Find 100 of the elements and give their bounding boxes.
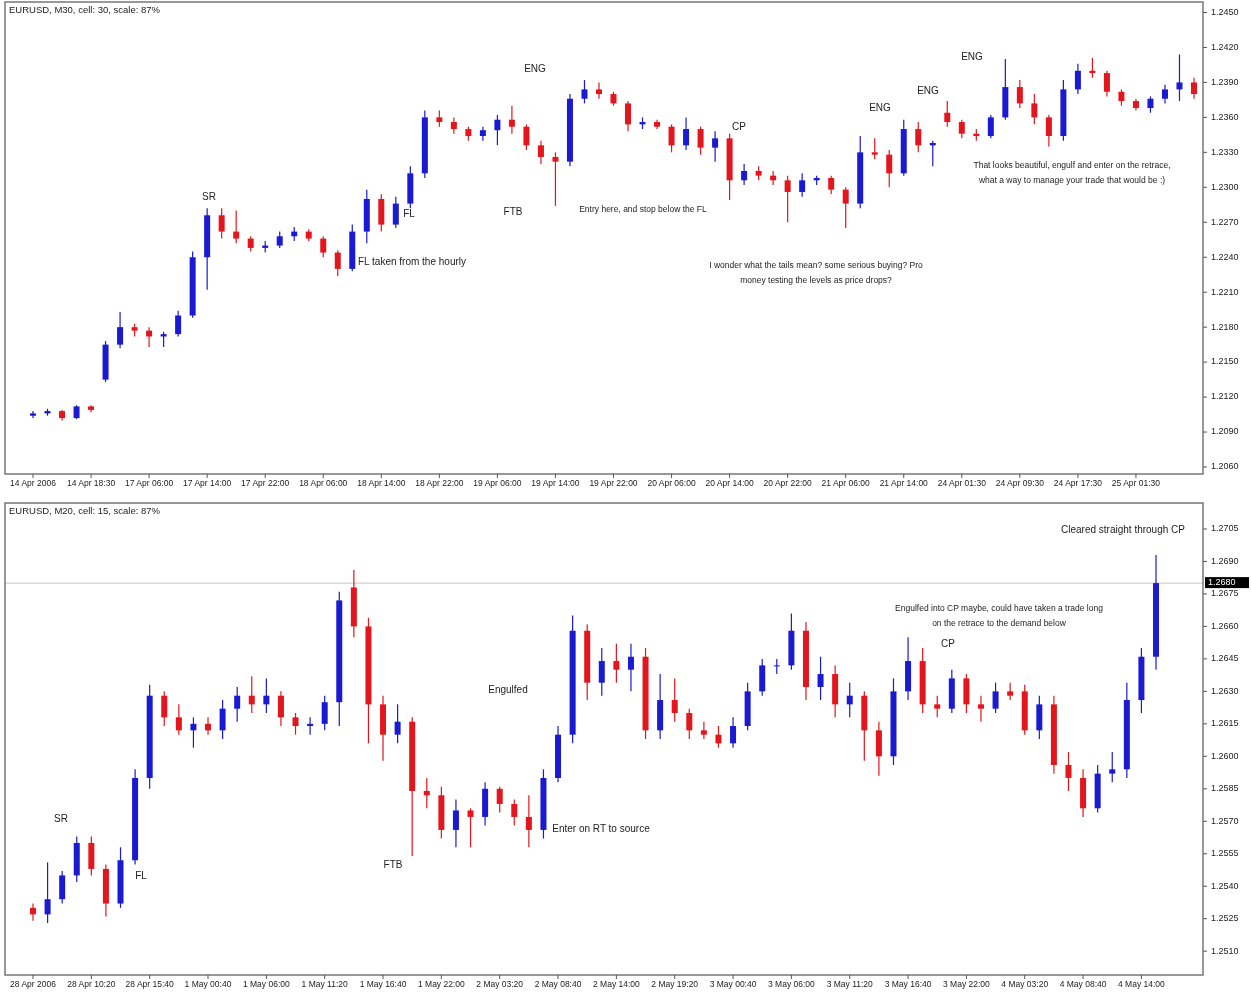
candlestick xyxy=(712,130,719,163)
candlestick xyxy=(1176,53,1183,102)
x-tick-label: 24 Apr 01:30 xyxy=(937,478,987,488)
candlestick xyxy=(117,311,124,349)
y-tick-label: 1.2090 xyxy=(1211,426,1239,437)
candlestick xyxy=(683,116,690,151)
candlestick xyxy=(1161,84,1168,104)
candlestick xyxy=(30,902,36,922)
annotation: Engulfed into CP maybe, could have taken a trade long on the retrace to the demand below xyxy=(895,603,1104,629)
y-tick-label: 1.2510 xyxy=(1211,945,1239,956)
candlestick xyxy=(598,647,605,697)
x-tick-label: 28 Apr 10:20 xyxy=(67,979,116,989)
x-tick-label: 19 Apr 06:00 xyxy=(473,478,522,488)
annotation: Engulfed xyxy=(488,683,528,695)
candlestick xyxy=(467,807,474,848)
ref-line-label: 1.2680 xyxy=(1208,577,1236,588)
candlestick xyxy=(846,682,853,718)
annotation: ENG xyxy=(869,101,892,113)
candlestick xyxy=(871,137,878,160)
x-tick-label: 28 Apr 15:40 xyxy=(125,979,175,989)
candlestick xyxy=(450,116,457,135)
candlestick xyxy=(668,123,675,153)
candlestick xyxy=(263,677,270,714)
y-tick-label: 1.2180 xyxy=(1211,321,1239,332)
candlestick xyxy=(686,708,693,740)
x-tick-label: 3 May 06:00 xyxy=(768,979,816,989)
candlestick xyxy=(277,690,284,727)
x-tick-label: 19 Apr 14:00 xyxy=(531,478,580,488)
candlestick xyxy=(392,196,399,229)
candlestick xyxy=(1045,114,1052,148)
candlestick xyxy=(30,410,36,419)
x-tick-label: 20 Apr 06:00 xyxy=(647,478,696,488)
candlestick xyxy=(219,699,226,740)
annotation: FL taken from the hourly xyxy=(357,255,467,267)
candlestick xyxy=(934,695,941,718)
annotation: I wonder what the tails mean? some serious buying? Pro money testing the levels as price drops? xyxy=(709,260,924,286)
candlestick xyxy=(700,721,707,740)
x-tick-label: 4 May 03:20 xyxy=(1001,979,1049,989)
x-tick-label: 1 May 22:00 xyxy=(417,979,466,989)
annotation: FTB xyxy=(383,858,403,870)
candlestick xyxy=(175,703,182,736)
x-tick-label: 2 May 03:20 xyxy=(476,979,524,989)
annotation: FL xyxy=(135,869,148,881)
y-tick-label: 1.2705 xyxy=(1211,523,1239,534)
candlestick xyxy=(321,695,328,731)
y-tick-label: 1.2450 xyxy=(1211,6,1239,17)
x-tick-label: 24 Apr 09:30 xyxy=(995,478,1045,488)
candlestick xyxy=(1016,79,1023,109)
candlestick xyxy=(799,172,806,198)
x-tick-label: 17 Apr 14:00 xyxy=(183,478,232,488)
candlestick xyxy=(1031,93,1038,125)
x-tick-label: 21 Apr 14:00 xyxy=(879,478,929,488)
candlestick xyxy=(730,716,737,749)
candlestick xyxy=(613,643,620,684)
candlestick xyxy=(537,140,544,165)
candlestick xyxy=(944,100,951,128)
y-tick-label: 1.2360 xyxy=(1211,111,1239,122)
y-tick-label: 1.2585 xyxy=(1211,783,1239,794)
candlestick xyxy=(508,105,515,135)
y-tick-label: 1.2540 xyxy=(1211,880,1239,891)
candlestick xyxy=(715,725,722,749)
candlestick xyxy=(1065,751,1072,792)
candlestick xyxy=(334,249,341,277)
candlestick xyxy=(581,79,588,104)
candlestick xyxy=(817,656,824,701)
candlestick xyxy=(494,114,501,146)
y-tick-label: 1.2570 xyxy=(1211,815,1239,826)
x-tick-label: 3 May 00:40 xyxy=(709,979,757,989)
x-tick-label: 1 May 06:00 xyxy=(242,979,291,989)
y-tick-label: 1.2600 xyxy=(1211,750,1239,761)
x-tick-label: 20 Apr 14:00 xyxy=(705,478,754,488)
candlestick xyxy=(307,716,314,736)
candlestick xyxy=(784,175,791,223)
x-tick-label: 14 Apr 18:30 xyxy=(66,478,116,488)
y-tick-label: 1.2690 xyxy=(1211,555,1239,566)
candlestick xyxy=(915,121,922,153)
x-tick-label: 28 Apr 2006 xyxy=(10,979,57,989)
candlestick xyxy=(697,126,704,156)
candlestick xyxy=(625,100,632,132)
candlestick xyxy=(161,690,168,727)
y-tick-label: 1.2210 xyxy=(1211,286,1239,297)
x-tick-label: 1 May 00:40 xyxy=(184,979,232,989)
candlestick xyxy=(1074,63,1081,95)
x-tick-label: 3 May 16:40 xyxy=(884,979,932,989)
candlestick xyxy=(958,119,965,139)
annotation: ENG xyxy=(917,84,940,96)
annotation: Cleared straight through CP xyxy=(1061,523,1186,535)
candlestick xyxy=(496,786,503,814)
annotation: Entry here, and stop below the FL xyxy=(579,204,708,215)
x-tick-label: 18 Apr 22:00 xyxy=(415,478,464,488)
candlestick xyxy=(525,794,532,848)
candlestick xyxy=(1103,70,1110,97)
annotation: ENG xyxy=(524,62,547,74)
candlestick xyxy=(511,799,518,827)
x-tick-label: 17 Apr 06:00 xyxy=(124,478,174,488)
y-tick-label: 1.2420 xyxy=(1211,41,1239,52)
annotation: SR xyxy=(202,190,216,202)
y-tick-label: 1.2645 xyxy=(1211,653,1239,664)
candlestick xyxy=(1109,751,1116,783)
y-tick-label: 1.2240 xyxy=(1211,251,1239,262)
